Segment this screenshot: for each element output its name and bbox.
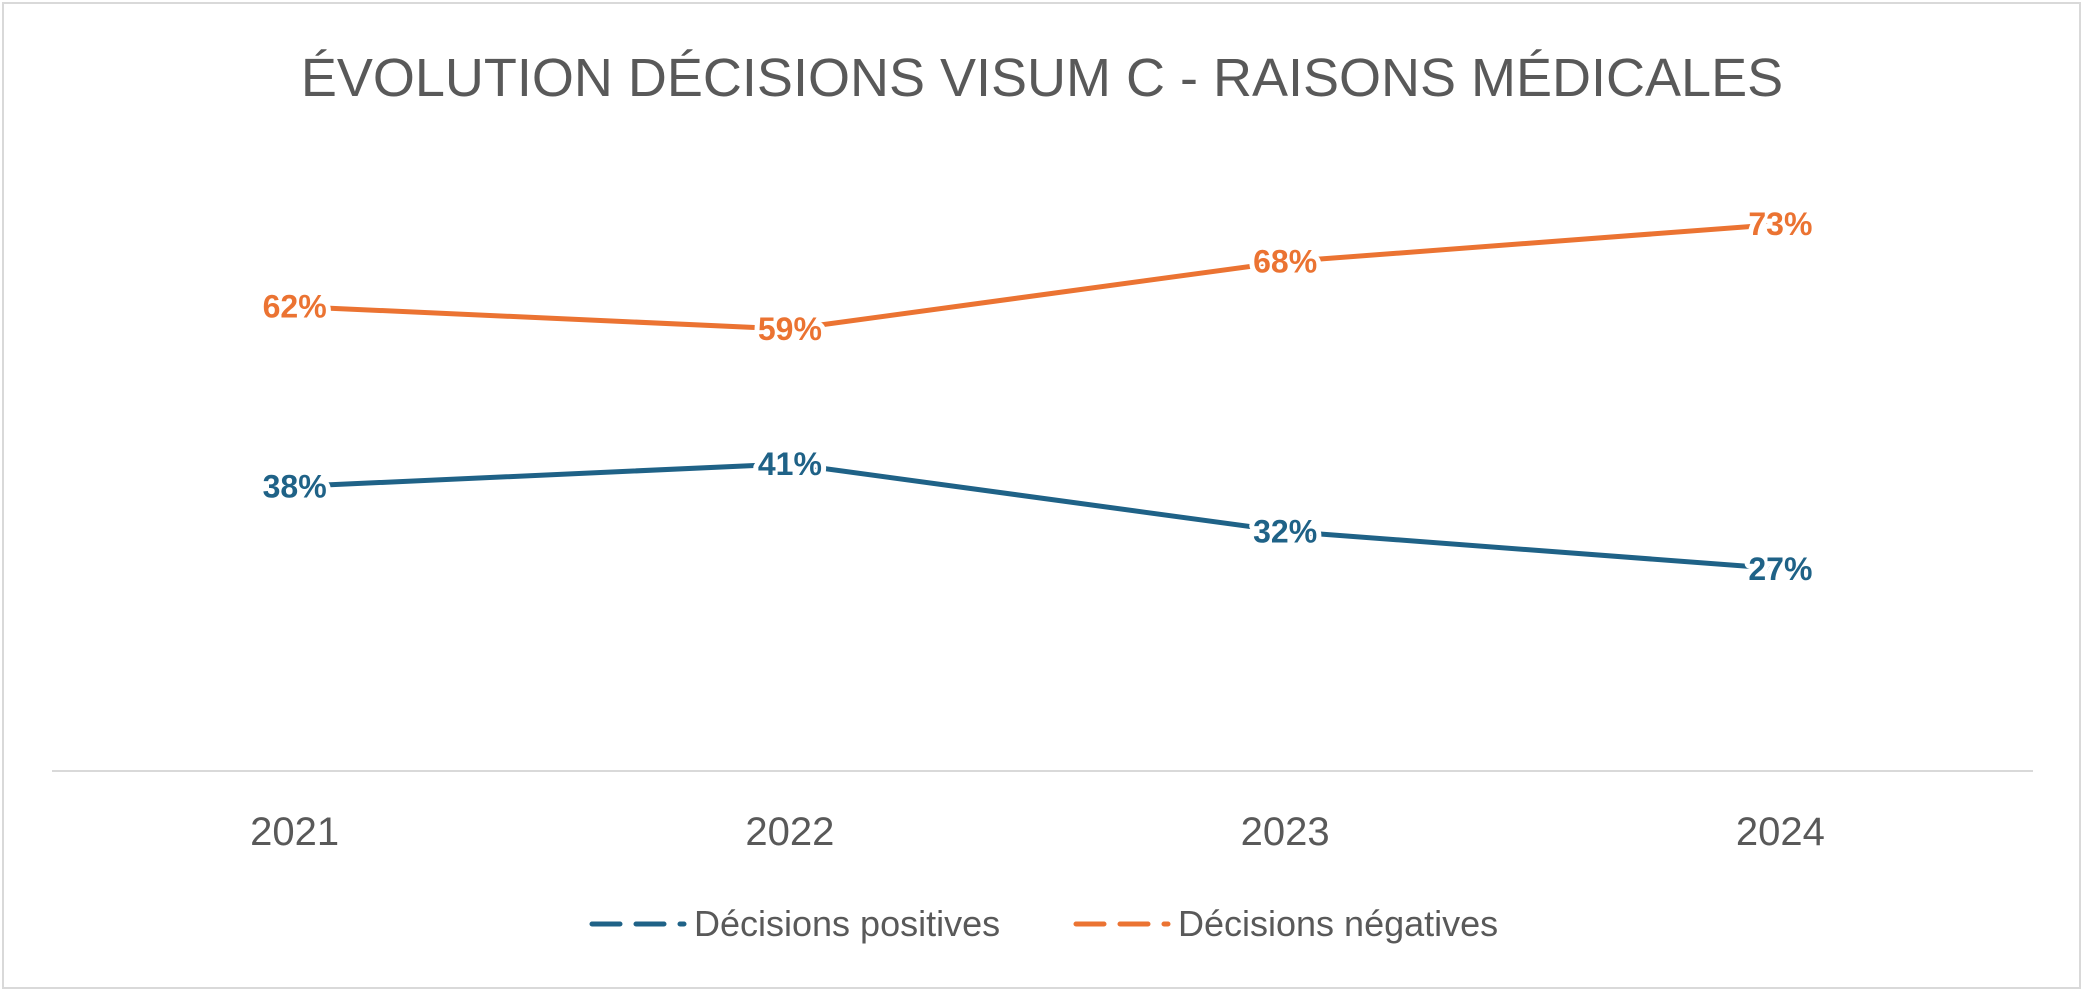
legend-label: Décisions positives xyxy=(694,903,1000,944)
data-label: 32% xyxy=(1253,513,1317,549)
chart-title: ÉVOLUTION DÉCISIONS VISUM C - RAISONS MÉ… xyxy=(301,48,1783,108)
series-line-decisions-positives xyxy=(292,461,1783,572)
data-label: 73% xyxy=(1748,206,1812,242)
series-line-decisions-negatives xyxy=(292,221,1783,332)
series-layer: 38% 41% 32% 27% 62% 59% 68% 73% xyxy=(258,201,1818,592)
legend: Décisions positives Décisions négatives xyxy=(589,903,1498,944)
x-tick-label: 2024 xyxy=(1736,810,1825,854)
data-label: 68% xyxy=(1253,244,1317,280)
data-label: 27% xyxy=(1748,551,1812,587)
x-tick-label: 2023 xyxy=(1241,810,1330,854)
x-tick-label: 2022 xyxy=(745,810,834,854)
data-label: 62% xyxy=(263,289,327,325)
x-tick-label: 2021 xyxy=(250,810,339,854)
x-axis-ticks: 2021 2022 2023 2024 xyxy=(250,810,1825,854)
data-label: 59% xyxy=(758,311,822,347)
data-label: 38% xyxy=(263,468,327,504)
data-label: 41% xyxy=(758,446,822,482)
legend-label: Décisions négatives xyxy=(1178,903,1498,944)
legend-item: Décisions négatives xyxy=(1073,903,1498,944)
legend-item: Décisions positives xyxy=(589,903,1000,944)
